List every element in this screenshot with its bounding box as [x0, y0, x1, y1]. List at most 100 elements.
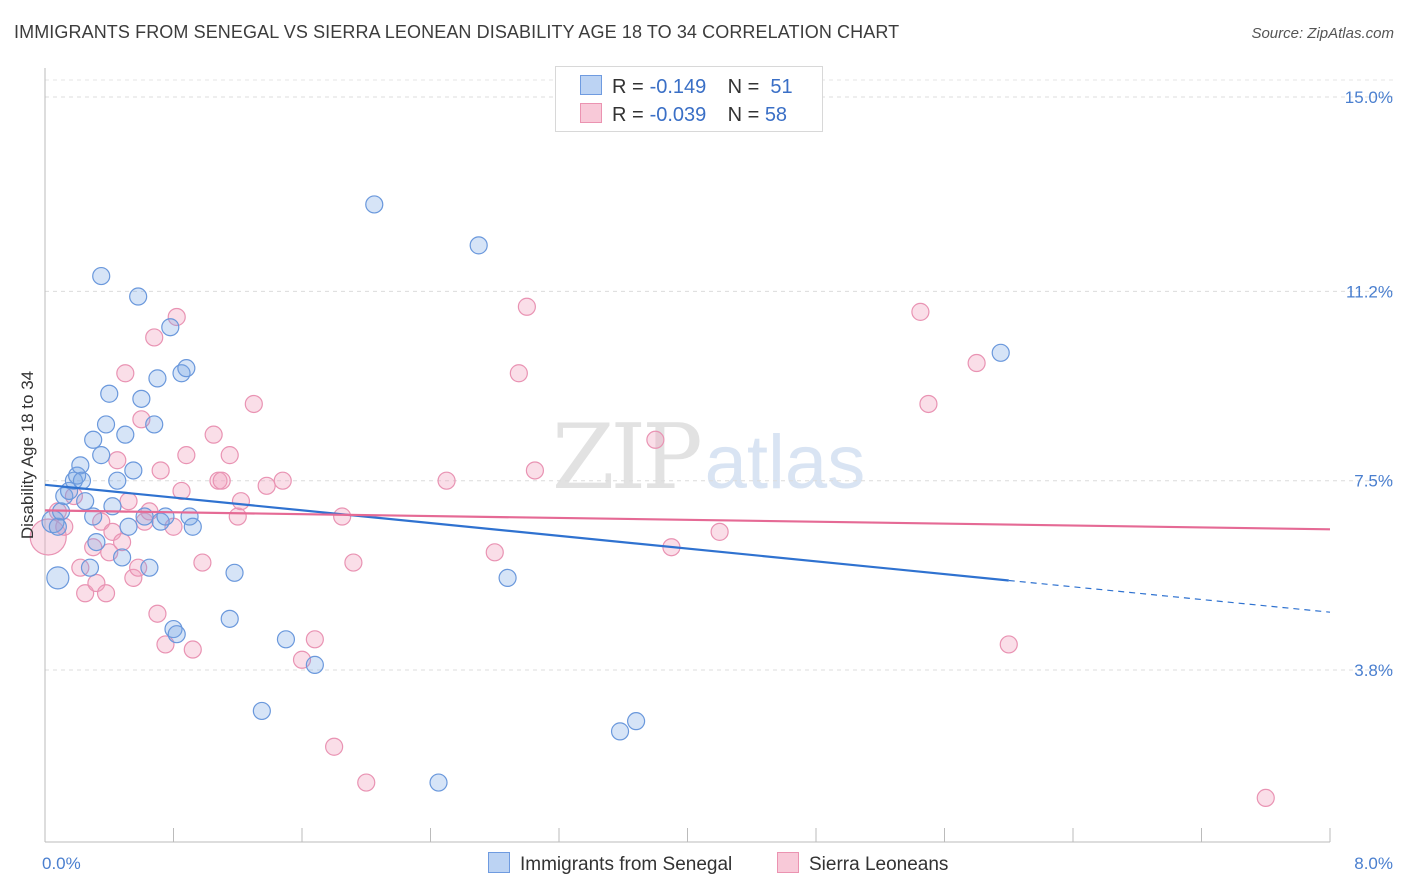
x-tick-label: 0.0%	[42, 854, 81, 873]
senegal-point	[164, 619, 183, 639]
senegal-point	[108, 471, 127, 490]
sierra-point	[257, 476, 276, 495]
senegal-point	[112, 548, 132, 567]
sierra-point	[204, 425, 223, 444]
legend-row-sierra: R = -0.039 N = 58	[580, 103, 787, 129]
senegal-point	[183, 517, 202, 536]
sierra-point	[509, 364, 528, 383]
sierra-point	[177, 446, 196, 465]
senegal-point	[119, 517, 138, 536]
senegal-point	[156, 507, 175, 526]
y-tick-label: 3.8%	[1354, 661, 1393, 680]
sierra-point	[71, 558, 90, 577]
sierra-point	[999, 635, 1018, 654]
grid-lines	[45, 79, 1395, 671]
senegal-point	[626, 712, 646, 731]
legend-item-senegal[interactable]: Immigrants from Senegal	[488, 852, 732, 876]
senegal-point	[252, 701, 271, 721]
n-label: N =	[727, 104, 760, 126]
senegal-point	[145, 415, 164, 434]
sierra-point	[124, 568, 143, 588]
r-label: R =	[612, 76, 644, 98]
sierra-point	[108, 451, 127, 470]
senegal-point	[991, 343, 1010, 362]
senegal-point	[80, 558, 100, 577]
legend-item-sierra[interactable]: Sierra Leoneans	[777, 852, 948, 876]
sierra-point	[244, 394, 263, 414]
sierra-point	[96, 584, 116, 603]
sierra-point	[135, 512, 154, 531]
axis-labels: 3.8% 7.5% 11.2% 15.0% 0.0% 8.0% Disability Age…	[18, 88, 1393, 873]
senegal-point	[100, 384, 119, 403]
senegal-point	[135, 507, 154, 526]
sierra-point	[112, 532, 132, 552]
sierra-point	[967, 353, 986, 373]
sierra-point	[517, 297, 536, 316]
senegal-point	[148, 369, 167, 388]
sierra-point	[183, 640, 202, 659]
n-value: 51	[770, 76, 793, 98]
senegal-point	[177, 359, 196, 378]
sierra-trend-line	[44, 509, 1331, 531]
series-legend: Immigrants from Senegal Sierra Leoneans	[0, 852, 1406, 878]
senegal-trend-line	[44, 483, 1009, 582]
sierra-point	[167, 307, 186, 327]
r-label: R =	[612, 104, 644, 126]
sierra-point	[344, 553, 363, 572]
sierra-point	[76, 584, 95, 603]
source-label: Source: ZipAtlas.com	[1251, 25, 1394, 42]
senegal-point	[84, 507, 103, 526]
sierra-point	[231, 492, 251, 511]
senegal-point	[46, 566, 70, 590]
sierra-point	[212, 471, 231, 490]
legend-label: Sierra Leoneans	[809, 854, 949, 875]
senegal-point	[276, 630, 296, 649]
legend-row-senegal: R = -0.149 N = 51	[580, 75, 793, 101]
senegal-point	[68, 466, 87, 485]
sierra-point	[437, 471, 456, 490]
sierra-point	[646, 430, 665, 449]
senegal-point	[469, 236, 488, 255]
sierra-swatch	[580, 103, 602, 123]
sierra-point	[148, 604, 167, 623]
senegal-swatch	[488, 852, 510, 873]
sierra-point	[485, 543, 504, 562]
senegal-point	[116, 425, 135, 444]
senegal-point	[220, 609, 239, 628]
sierra-leoneans-points	[29, 297, 1275, 808]
senegal-point	[124, 461, 143, 480]
sierra-point	[525, 461, 545, 480]
sierra-point	[151, 461, 170, 480]
sierra-point	[193, 553, 212, 572]
sierra-point	[119, 492, 138, 511]
r-value: -0.039	[649, 104, 707, 126]
senegal-point	[132, 389, 151, 408]
senegal-point	[84, 430, 103, 449]
senegal-point	[225, 563, 244, 582]
senegal-swatch	[580, 75, 602, 95]
senegal-point	[96, 415, 116, 434]
trend-lines	[44, 483, 1331, 613]
senegal-point	[365, 195, 384, 214]
sierra-point	[919, 394, 938, 414]
senegal-point	[167, 625, 186, 644]
sierra-point	[220, 446, 239, 465]
axes	[44, 68, 1331, 843]
senegal-trend-extension	[1008, 579, 1331, 613]
sierra-point	[116, 364, 135, 383]
senegal-point	[76, 492, 95, 511]
y-tick-label: 7.5%	[1354, 472, 1393, 491]
n-value: 58	[764, 104, 788, 126]
sierra-point	[273, 471, 292, 490]
sierra-point	[333, 507, 352, 526]
senegal-points	[41, 195, 1010, 792]
sierra-point	[84, 538, 103, 557]
r-value: -0.149	[649, 76, 707, 98]
senegal-point	[92, 266, 111, 286]
watermark: ZIPatlas	[552, 405, 865, 510]
y-tick-label: 11.2%	[1346, 282, 1393, 301]
sierra-point	[145, 328, 164, 347]
senegal-point	[172, 364, 191, 383]
y-tick-label: 15.0%	[1345, 88, 1393, 107]
